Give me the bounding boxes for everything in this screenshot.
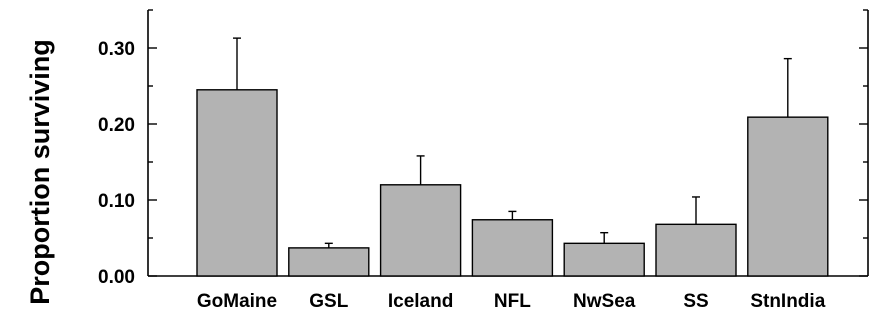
bar-gomaine	[196, 89, 278, 277]
y-tick-label: 0.00	[98, 267, 135, 288]
bar-nwsea	[563, 242, 645, 277]
y-tick-label: 0.10	[98, 191, 135, 212]
bar-stnindia	[747, 116, 829, 277]
x-tick-label: Iceland	[388, 291, 453, 312]
y-tick-label: 0.20	[98, 115, 135, 136]
bars	[196, 89, 829, 277]
x-tick-label: GoMaine	[197, 291, 277, 312]
x-tick-label: NFL	[494, 291, 531, 312]
x-tick-label: NwSea	[573, 291, 636, 312]
bar-nfl	[471, 219, 554, 277]
error-bars	[233, 37, 792, 248]
x-axis-labels: GoMaine GSL Iceland NFL NwSea SS StnIndia	[197, 291, 826, 312]
y-tick-label: 0.30	[98, 39, 135, 60]
bar-iceland	[379, 184, 462, 277]
x-tick-label: GSL	[309, 291, 348, 312]
y-axis-ticks: 0.00 0.10 0.20 0.30	[98, 9, 868, 288]
bar-ss	[655, 223, 737, 277]
x-tick-label: StnIndia	[750, 291, 825, 312]
bar-gsl	[288, 247, 370, 277]
x-tick-label: SS	[683, 291, 708, 312]
y-axis-title: Proportion surviving	[25, 39, 55, 305]
